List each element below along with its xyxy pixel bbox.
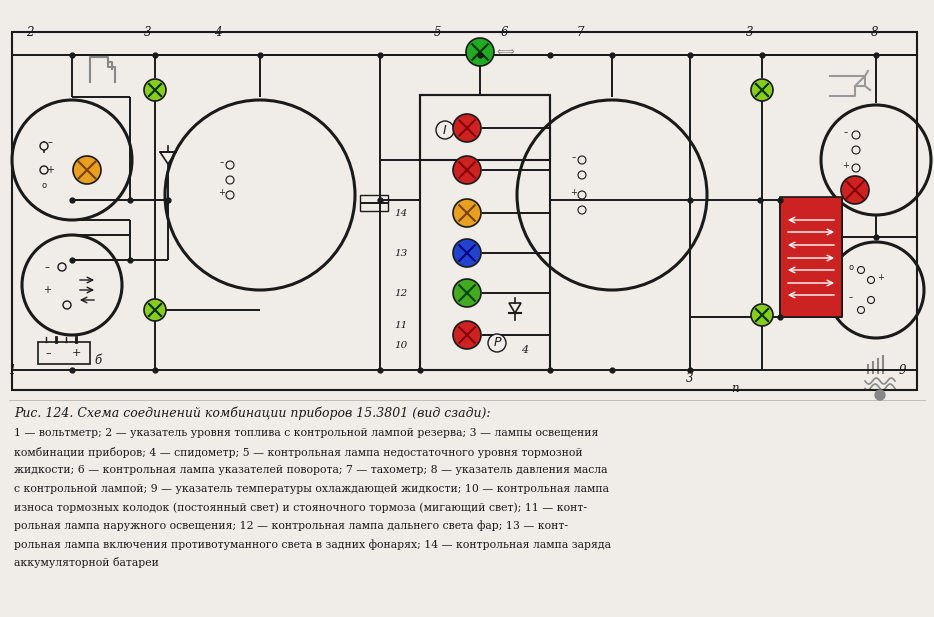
Text: –: – (572, 153, 576, 162)
Text: 5: 5 (433, 25, 441, 38)
Circle shape (453, 239, 481, 267)
Text: комбинации приборов; 4 — спидометр; 5 — контрольная лампа недостаточного уровня : комбинации приборов; 4 — спидометр; 5 — … (14, 447, 583, 457)
Circle shape (40, 166, 48, 174)
Circle shape (578, 156, 586, 164)
Circle shape (751, 79, 773, 101)
Bar (12, 32, 917, 390)
Circle shape (453, 156, 481, 184)
Circle shape (578, 206, 586, 214)
Text: 3: 3 (746, 25, 754, 38)
Text: ο: ο (41, 181, 47, 189)
Text: +: + (46, 165, 54, 175)
Text: +: + (376, 199, 384, 207)
Text: –: – (219, 158, 224, 167)
Circle shape (226, 191, 234, 199)
Text: 1: 1 (8, 363, 16, 376)
Circle shape (73, 156, 101, 184)
Bar (360, 195, 388, 211)
Text: 4: 4 (214, 25, 221, 38)
Circle shape (852, 146, 860, 154)
Text: Рис. 124. Схема соединений комбинации приборов 15.3801 (вид сзади):: Рис. 124. Схема соединений комбинации пр… (14, 407, 490, 421)
Circle shape (875, 390, 885, 400)
Text: 13: 13 (395, 249, 408, 257)
Text: –: – (45, 348, 50, 358)
Text: +: + (71, 348, 80, 358)
Text: ⇐⇒: ⇐⇒ (496, 47, 515, 57)
Circle shape (578, 191, 586, 199)
Text: аккумуляторной батареи: аккумуляторной батареи (14, 558, 159, 568)
Text: рольная лампа наружного освещения; 12 — контрольная лампа дальнего света фар; 13: рольная лампа наружного освещения; 12 — … (14, 521, 568, 531)
Text: 3: 3 (144, 25, 151, 38)
Circle shape (466, 38, 494, 66)
Text: 11: 11 (395, 320, 408, 329)
Text: 1 — вольтметр; 2 — указатель уровня топлива с контрольной лампой резерва; 3 — ла: 1 — вольтметр; 2 — указатель уровня топл… (14, 428, 599, 438)
Text: +: + (878, 273, 884, 282)
Circle shape (868, 297, 874, 304)
Circle shape (453, 279, 481, 307)
Text: I: I (443, 123, 446, 136)
Text: +: + (43, 285, 51, 295)
Text: с контрольной лампой; 9 — указатель температуры охлаждающей жидкости; 10 — контр: с контрольной лампой; 9 — указатель темп… (14, 484, 609, 494)
Circle shape (857, 307, 865, 313)
Text: рольная лампа включения противотуманного света в задних фонарях; 14 — контрольна: рольная лампа включения противотуманного… (14, 539, 611, 550)
Text: 4: 4 (521, 345, 529, 355)
Text: ο: ο (848, 263, 854, 272)
Circle shape (453, 199, 481, 227)
Text: –: – (844, 128, 848, 137)
Circle shape (226, 176, 234, 184)
Text: 2: 2 (26, 25, 34, 38)
Text: жидкости; 6 — контрольная лампа указателей поворота; 7 — тахометр; 8 — указатель: жидкости; 6 — контрольная лампа указател… (14, 465, 607, 475)
Circle shape (841, 176, 869, 204)
Circle shape (857, 267, 865, 273)
Text: –: – (849, 293, 853, 302)
Circle shape (63, 301, 71, 309)
Circle shape (852, 164, 860, 172)
Circle shape (852, 131, 860, 139)
Text: +: + (571, 188, 577, 197)
Circle shape (453, 114, 481, 142)
Circle shape (453, 321, 481, 349)
Circle shape (226, 161, 234, 169)
Text: –: – (363, 199, 367, 207)
Text: 8: 8 (871, 25, 879, 38)
Text: –: – (45, 262, 50, 272)
Circle shape (578, 171, 586, 179)
Text: износа тормозных колодок (постоянный свет) и стояночного тормоза (мигающий свет): износа тормозных колодок (постоянный све… (14, 502, 587, 513)
Bar (420, 95, 550, 160)
Text: 9: 9 (899, 363, 906, 376)
Bar (420, 95, 550, 370)
Circle shape (868, 276, 874, 283)
Circle shape (58, 263, 66, 271)
Text: б: б (94, 354, 102, 366)
Text: +: + (842, 161, 849, 170)
Text: 7: 7 (576, 25, 584, 38)
Circle shape (751, 304, 773, 326)
Text: P: P (493, 336, 501, 349)
Bar (780, 197, 842, 317)
Text: 14: 14 (395, 209, 408, 218)
Circle shape (144, 299, 166, 321)
Circle shape (144, 79, 166, 101)
Text: –: – (48, 137, 52, 147)
Text: 12: 12 (395, 289, 408, 297)
Circle shape (40, 142, 48, 150)
Text: 6: 6 (501, 25, 508, 38)
Bar (38, 342, 90, 364)
Text: п: п (731, 381, 739, 394)
Text: 10: 10 (395, 341, 408, 349)
Text: 3: 3 (686, 371, 694, 384)
Text: +: + (219, 188, 225, 197)
